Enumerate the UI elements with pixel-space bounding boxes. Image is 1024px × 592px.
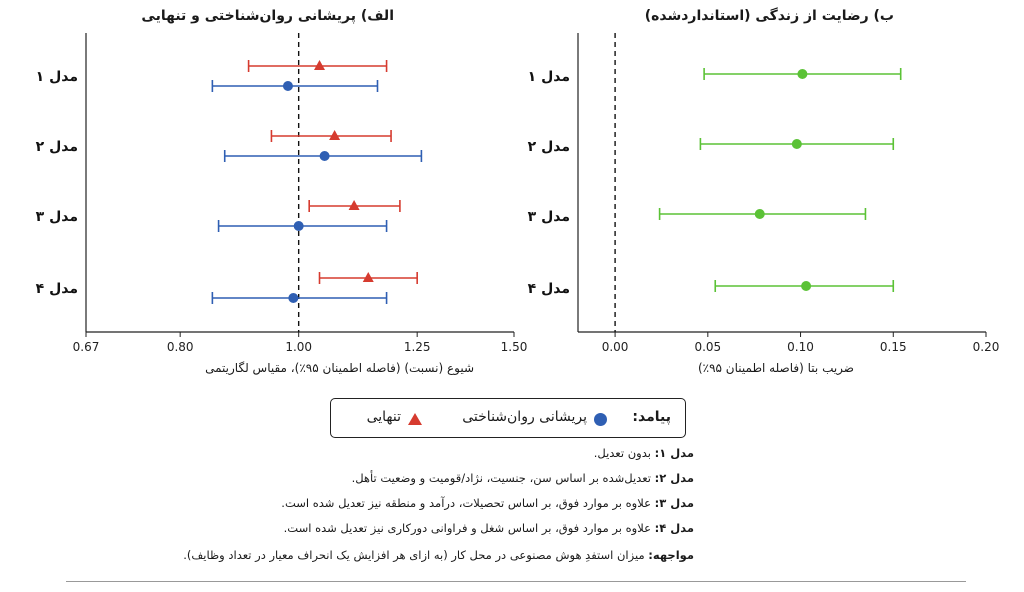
model-label: مدل ۳: [528, 209, 570, 225]
x-tick-label: 0.05: [694, 340, 721, 354]
right-x-axis-label: ضریب بتا (فاصله اطمینان ۹۵٪): [697, 361, 854, 375]
note-model-2: مدل ۲: تعدیل‌شده بر اساس سن، جنسیت، نژاد…: [351, 471, 694, 485]
point-estimate-circle: [797, 69, 808, 79]
point-estimate-circle: [801, 281, 812, 291]
legend-triangle-marker: [408, 413, 422, 425]
model-label: مدل ۲: [36, 139, 78, 155]
legend-label-distress: پریشانی روان‌شناختی: [462, 409, 587, 425]
note-model-1: مدل ۱: بدون تعدیل.: [593, 446, 694, 460]
left-forest-panel: 0.67 0.80 1.00 1.25 1.50 مدل ۱ مدل ۲ مدل ۳ مدل ۴: [36, 33, 528, 354]
point-estimate-triangle: [329, 130, 341, 140]
point-estimate-circle: [791, 139, 802, 149]
model-label: مدل ۱: [36, 69, 78, 85]
point-estimate-circle: [288, 293, 299, 303]
point-estimate-triangle: [314, 60, 326, 70]
x-tick-label: 0.15: [880, 340, 907, 354]
right-panel-title: ب) رضایت از زندگی (استانداردشده): [644, 8, 894, 24]
model-label: مدل ۱: [528, 69, 570, 85]
x-tick-label: 1.50: [501, 340, 528, 354]
x-tick-label: 0.20: [973, 340, 1000, 354]
left-panel-title: الف) پریشانی روان‌شناختی و تنهایی: [141, 8, 394, 24]
legend-label-loneliness: تنهایی: [366, 409, 401, 425]
legend-circle-marker: [594, 413, 607, 426]
model-label: مدل ۴: [528, 281, 570, 297]
point-estimate-circle: [293, 221, 304, 231]
footer-divider: [66, 581, 966, 582]
x-tick-label: 1.25: [404, 340, 431, 354]
point-estimate-circle: [319, 151, 330, 161]
x-tick-label: 0.80: [167, 340, 194, 354]
note-model-4: مدل ۴: علاوه بر موارد فوق، بر اساس شغل و…: [283, 521, 694, 535]
point-estimate-triangle: [348, 200, 360, 210]
note-exposure: مواجهه: میزان استفدِ هوش مصنوعی در محل ک…: [183, 548, 694, 562]
model-label: مدل ۴: [36, 281, 78, 297]
x-tick-label: 0.67: [73, 340, 100, 354]
point-estimate-triangle: [362, 272, 374, 282]
x-tick-label: 0.00: [602, 340, 629, 354]
model-label: مدل ۳: [36, 209, 78, 225]
legend-box: پیامد: پریشانی روان‌شناختی تنهایی: [330, 398, 686, 438]
right-forest-panel: 0.00 0.05 0.10 0.15 0.20 مدل ۱ مدل ۲ مدل ۳ مدل ۴: [528, 33, 1000, 354]
legend-title: پیامد:: [632, 409, 671, 425]
x-tick-label: 1.00: [285, 340, 312, 354]
x-tick-label: 0.10: [787, 340, 814, 354]
note-model-3: مدل ۳: علاوه بر موارد فوق، بر اساس تحصیل…: [281, 496, 694, 510]
left-x-axis-label: شیوع (نسبت) (فاصله اطمینان ۹۵٪)، مقیاس ل…: [205, 361, 474, 375]
forest-plot-canvas: 0.67 0.80 1.00 1.25 1.50 مدل ۱ مدل ۲ مدل ۳ مدل ۴…: [36, 33, 1000, 354]
model-label: مدل ۲: [528, 139, 570, 155]
point-estimate-circle: [282, 81, 293, 91]
point-estimate-circle: [754, 209, 765, 219]
